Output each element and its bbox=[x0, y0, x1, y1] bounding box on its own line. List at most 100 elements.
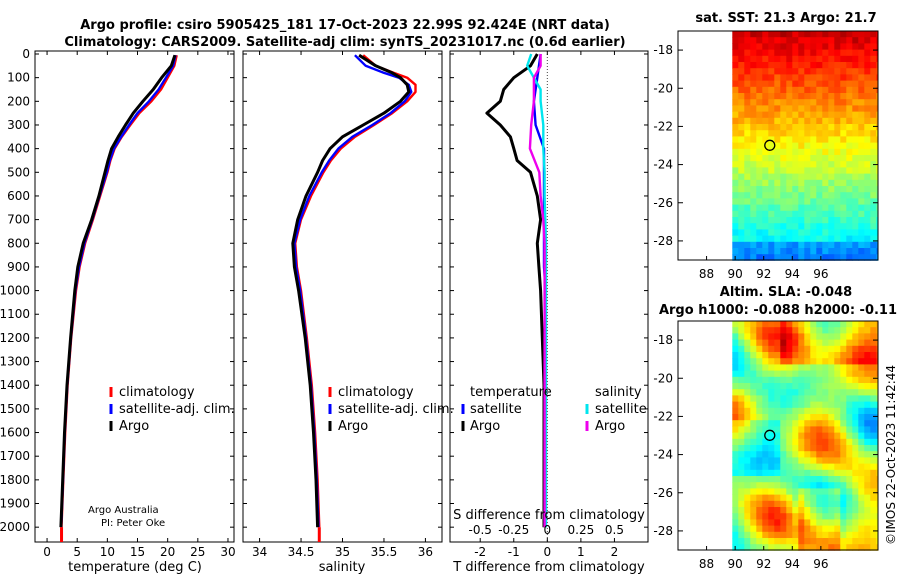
sst-cell bbox=[810, 192, 817, 199]
y-tick-label: 900 bbox=[7, 260, 30, 274]
sst-cell bbox=[744, 124, 751, 131]
sst-cell bbox=[816, 86, 823, 94]
sst-cell bbox=[798, 173, 805, 181]
sla-cell bbox=[834, 451, 841, 458]
sst-cell bbox=[762, 49, 769, 57]
sst-cell bbox=[858, 241, 865, 249]
sst-cell bbox=[834, 217, 841, 224]
y-tick-label: 500 bbox=[7, 165, 30, 179]
sst-cell bbox=[786, 235, 793, 243]
sst-cell bbox=[822, 105, 829, 112]
sla-cell bbox=[840, 414, 847, 421]
sst-cell bbox=[768, 198, 775, 205]
sst-cell bbox=[858, 49, 865, 57]
x-tick-label: 20 bbox=[160, 545, 175, 559]
sst-cell bbox=[828, 130, 835, 137]
x-tick-label: 30 bbox=[220, 545, 235, 559]
sst-cell bbox=[780, 167, 787, 174]
sla-cell bbox=[744, 327, 751, 334]
series-argo bbox=[291, 53, 411, 528]
sla-cell bbox=[864, 482, 871, 489]
sla-cell bbox=[774, 376, 781, 384]
sla-cell bbox=[846, 364, 853, 371]
sst-cell bbox=[750, 124, 757, 131]
sla-cell bbox=[846, 538, 853, 545]
sst-cell bbox=[768, 173, 775, 181]
sst-cell bbox=[786, 173, 793, 181]
sla-cell bbox=[864, 476, 871, 483]
sla-cell bbox=[798, 333, 805, 340]
sst-cell bbox=[732, 124, 739, 131]
sst-cell bbox=[804, 186, 811, 193]
sst-cell bbox=[840, 248, 847, 255]
sst-cell bbox=[774, 49, 781, 57]
map-x-tick-label: 88 bbox=[699, 267, 714, 281]
sla-cell bbox=[780, 321, 787, 328]
sst-cell bbox=[840, 235, 847, 243]
sla-cell bbox=[756, 531, 763, 539]
sst-cell bbox=[846, 217, 853, 224]
sst-cell bbox=[780, 148, 787, 156]
sla-cell bbox=[732, 333, 739, 340]
sst-cell bbox=[792, 105, 799, 112]
sst-cell bbox=[828, 68, 835, 75]
sla-cell bbox=[756, 476, 763, 483]
sst-cell bbox=[810, 186, 817, 193]
sla-cell bbox=[756, 507, 763, 514]
sla-cell bbox=[768, 432, 775, 440]
sst-cell bbox=[828, 49, 835, 57]
sst-cell bbox=[816, 31, 823, 38]
sst-cell bbox=[756, 210, 763, 218]
sla-cell bbox=[786, 321, 793, 328]
sst-cell bbox=[864, 62, 871, 69]
sst-cell bbox=[738, 74, 745, 81]
sla-cell bbox=[864, 432, 871, 440]
sla-cell bbox=[786, 414, 793, 421]
sla-map-title: Altim. SLA: -0.048 bbox=[720, 285, 852, 300]
sla-cell bbox=[810, 327, 817, 334]
sla-cell bbox=[750, 488, 757, 495]
sst-cell bbox=[792, 49, 799, 57]
sla-cell bbox=[738, 469, 745, 477]
sst-cell bbox=[816, 37, 823, 44]
sst-cell bbox=[762, 186, 769, 193]
sla-cell bbox=[858, 327, 865, 334]
sst-cell bbox=[780, 31, 787, 38]
sla-cell bbox=[870, 538, 877, 545]
sst-cell bbox=[864, 55, 871, 63]
sst-cell bbox=[864, 99, 871, 106]
sst-cell bbox=[792, 217, 799, 224]
sla-cell bbox=[816, 420, 823, 427]
sla-cell bbox=[822, 376, 829, 384]
sst-cell bbox=[762, 55, 769, 63]
sst-cell bbox=[876, 62, 879, 69]
sst-cell bbox=[852, 74, 859, 81]
sst-cell bbox=[846, 192, 853, 199]
sst-cell bbox=[864, 93, 871, 100]
map-y-tick-label: -22 bbox=[653, 119, 673, 133]
sst-cell bbox=[852, 148, 859, 156]
sst-cell bbox=[804, 241, 811, 249]
sst-cell bbox=[774, 210, 781, 218]
sst-cell bbox=[798, 192, 805, 199]
sst-cell bbox=[750, 186, 757, 193]
sla-cell bbox=[756, 494, 763, 502]
sla-cell bbox=[840, 376, 847, 384]
sst-cell bbox=[774, 86, 781, 94]
sst-cell bbox=[822, 117, 829, 125]
sla-cell bbox=[846, 358, 853, 365]
sla-cell bbox=[828, 432, 835, 440]
sla-cell bbox=[744, 525, 751, 533]
sla-cell bbox=[738, 389, 745, 396]
sst-cell bbox=[816, 161, 823, 168]
sla-cell bbox=[774, 488, 781, 495]
sla-cell bbox=[828, 345, 835, 353]
sla-cell bbox=[792, 376, 799, 384]
sla-cell bbox=[840, 426, 847, 433]
sst-cell bbox=[816, 117, 823, 125]
sla-cell bbox=[840, 469, 847, 477]
sst-cell bbox=[828, 248, 835, 255]
sla-cell bbox=[864, 339, 871, 347]
map-x-tick-label: 92 bbox=[756, 267, 771, 281]
sla-cell bbox=[852, 525, 859, 533]
